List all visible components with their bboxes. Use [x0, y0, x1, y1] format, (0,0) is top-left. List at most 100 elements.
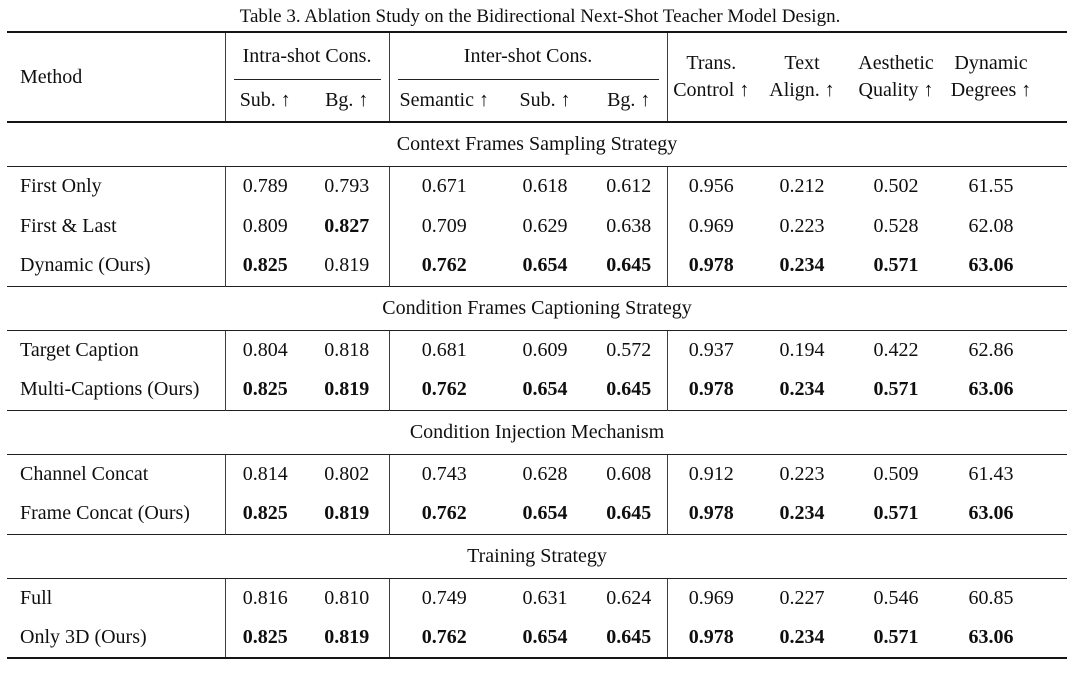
- method-cell: Dynamic (Ours): [7, 246, 226, 286]
- section-title: Training Strategy: [7, 533, 1068, 579]
- section-title: Condition Frames Captioning Strategy: [7, 285, 1068, 331]
- col-header-inter-sub: Sub. ↑: [519, 89, 571, 111]
- value-cell: 0.645: [591, 618, 668, 658]
- table-row: First & Last 0.809 0.827 0.709 0.629 0.638 0.9…: [7, 206, 1067, 246]
- header-line: Control ↑: [673, 79, 750, 101]
- value-cell: 0.762: [421, 378, 467, 401]
- value-cell: 0.825: [242, 626, 288, 648]
- value-cell: 0.810: [305, 578, 390, 618]
- value-cell: 0.609: [522, 338, 568, 361]
- value-cell: 0.654: [522, 254, 568, 277]
- col-group-intra-shot-cons: Intra-shot Cons.: [225, 32, 390, 80]
- group-label-intra: Intra-shot Cons.: [242, 45, 372, 67]
- col-header-method: Method: [7, 32, 226, 122]
- value-cell: 0.624: [591, 578, 668, 618]
- value-cell: 0.645: [591, 370, 668, 410]
- value-cell: 0.654: [522, 626, 568, 648]
- value-cell: 0.638: [591, 206, 668, 246]
- value-cell: 0.969: [688, 214, 734, 237]
- group-label-inter: Inter-shot Cons.: [463, 45, 593, 67]
- header-line: Quality ↑: [858, 79, 934, 101]
- header-line: Align. ↑: [769, 79, 835, 101]
- value-cell: 0.749: [421, 586, 467, 609]
- value-cell: 0.762: [421, 254, 467, 277]
- header-line: Dynamic: [954, 52, 1028, 74]
- value-cell: 0.956: [688, 174, 734, 197]
- value-cell: 0.743: [421, 462, 467, 485]
- col-header-aesthetic-quality: Aesthetic Quality ↑: [849, 32, 943, 122]
- table-caption: Table 3. Ablation Study on the Bidirecti…: [239, 6, 841, 27]
- value-cell: 62.86: [968, 338, 1014, 361]
- header-row-subcolumns: Sub. ↑ Bg. ↑ Semantic ↑ Sub. ↑ Bg. ↑: [7, 80, 1067, 122]
- section-title-row: Condition Injection Mechanism: [7, 409, 1068, 455]
- value-cell: 0.422: [873, 338, 919, 361]
- section-title-row: Training Strategy: [7, 533, 1068, 579]
- col-header-text-align: Text Align. ↑: [755, 32, 849, 122]
- value-cell: 0.608: [591, 454, 668, 494]
- value-cell: 0.819: [305, 618, 390, 658]
- col-header-intra-sub: Sub. ↑: [239, 89, 291, 111]
- value-cell: 0.709: [421, 214, 467, 237]
- table-row: Multi-Captions (Ours) 0.825 0.819 0.762 0.65…: [7, 370, 1067, 410]
- value-cell: 0.546: [873, 586, 919, 609]
- method-cell: First & Last: [7, 206, 226, 246]
- value-cell: 0.816: [242, 586, 288, 609]
- col-header-intra-bg: Bg. ↑: [305, 80, 390, 122]
- method-cell: Full: [7, 578, 226, 618]
- table-body: Context Frames Sampling Strategy First On…: [7, 121, 1068, 658]
- value-cell: 0.818: [305, 330, 390, 370]
- value-cell: 0.978: [688, 626, 734, 648]
- value-cell: 0.978: [688, 502, 734, 525]
- value-cell: 0.793: [305, 166, 390, 206]
- value-cell: 0.227: [779, 586, 825, 609]
- value-cell: 0.804: [242, 338, 288, 361]
- value-cell: 0.234: [779, 502, 825, 525]
- value-cell: 0.629: [522, 214, 568, 237]
- value-cell: 0.571: [873, 254, 919, 277]
- value-cell: 0.502: [873, 174, 919, 197]
- table-row: Frame Concat (Ours) 0.825 0.819 0.762 0.654 0…: [7, 494, 1067, 534]
- value-cell: 0.762: [421, 502, 467, 525]
- value-cell: 0.631: [522, 586, 568, 609]
- value-cell: 0.571: [873, 378, 919, 401]
- value-cell: 0.937: [688, 338, 734, 361]
- value-cell: 63.06: [968, 502, 1014, 525]
- value-cell: 0.645: [591, 246, 668, 286]
- value-cell: 0.618: [522, 174, 568, 197]
- value-cell: 0.234: [779, 254, 825, 277]
- value-cell: 0.571: [873, 502, 919, 525]
- value-cell: 0.762: [421, 626, 467, 648]
- value-cell: 63.06: [968, 254, 1014, 277]
- value-cell: 0.234: [779, 626, 825, 648]
- method-cell: Target Caption: [7, 330, 226, 370]
- value-cell: 0.645: [591, 494, 668, 534]
- value-cell: 0.819: [305, 370, 390, 410]
- value-cell: 0.825: [242, 254, 288, 277]
- table-row: Dynamic (Ours) 0.825 0.819 0.762 0.654 0.645 0…: [7, 246, 1067, 286]
- table-row: Full 0.816 0.810 0.749 0.631 0.624 0.969 0.227 0…: [7, 578, 1067, 618]
- value-cell: 0.819: [305, 246, 390, 286]
- value-cell: 0.827: [305, 206, 390, 246]
- table-row: First Only 0.789 0.793 0.671 0.618 0.612 0.956…: [7, 166, 1067, 206]
- value-cell: 0.809: [242, 214, 288, 237]
- value-cell: 61.43: [968, 462, 1014, 485]
- header-line: Trans.: [686, 52, 737, 74]
- table-header: Method Intra-shot Cons. Inter-shot Cons.…: [7, 32, 1068, 122]
- method-cell: First Only: [7, 166, 226, 206]
- col-group-inter-shot-cons: Inter-shot Cons.: [389, 32, 668, 80]
- value-cell: 0.802: [305, 454, 390, 494]
- value-cell: 0.194: [779, 338, 825, 361]
- value-cell: 60.85: [968, 586, 1014, 609]
- col-header-trans-control: Trans. Control ↑: [667, 32, 755, 122]
- section-title: Condition Injection Mechanism: [7, 409, 1068, 455]
- value-cell: 0.654: [522, 502, 568, 525]
- section-title: Context Frames Sampling Strategy: [7, 121, 1068, 167]
- value-cell: 0.612: [591, 166, 668, 206]
- value-cell: 0.978: [688, 378, 734, 401]
- header-line: Text: [784, 52, 820, 74]
- value-cell: 62.08: [968, 214, 1014, 237]
- value-cell: 0.223: [779, 462, 825, 485]
- value-cell: 0.528: [873, 214, 919, 237]
- value-cell: 0.789: [242, 174, 288, 197]
- method-cell: Frame Concat (Ours): [7, 494, 226, 534]
